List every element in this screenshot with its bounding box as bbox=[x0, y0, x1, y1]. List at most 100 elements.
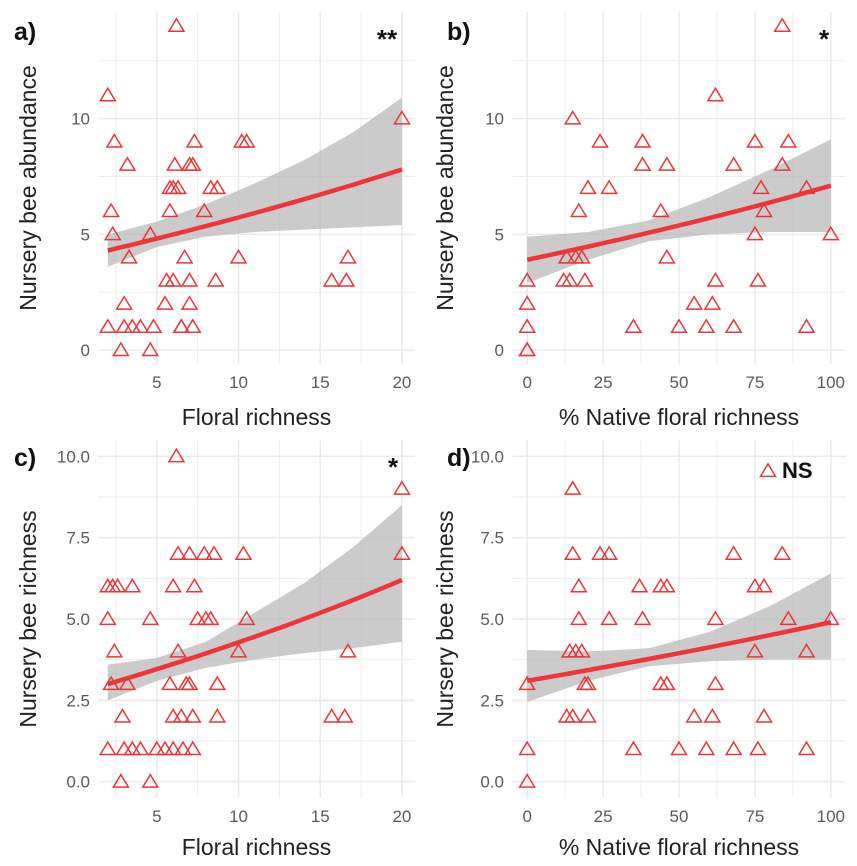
data-point bbox=[630, 577, 649, 593]
data-point bbox=[237, 610, 256, 626]
data-point bbox=[755, 202, 773, 218]
data-point bbox=[123, 577, 142, 593]
data-point bbox=[670, 318, 688, 334]
data-point bbox=[105, 133, 124, 148]
x-tick-label: 25 bbox=[594, 373, 613, 392]
significance-label: * bbox=[819, 24, 830, 54]
data-point bbox=[724, 545, 743, 561]
data-point bbox=[633, 133, 652, 148]
data-point bbox=[118, 156, 137, 171]
data-point bbox=[113, 708, 132, 723]
data-point bbox=[518, 740, 537, 756]
data-point bbox=[779, 133, 798, 148]
data-points bbox=[518, 480, 840, 788]
data-point bbox=[208, 179, 227, 195]
data-point bbox=[339, 642, 357, 658]
data-point bbox=[180, 545, 199, 561]
data-point bbox=[624, 740, 643, 756]
y-tick-label: 5.0 bbox=[480, 610, 504, 629]
data-point bbox=[755, 577, 773, 593]
y-tick-label: 5 bbox=[495, 225, 504, 244]
data-point bbox=[591, 133, 609, 148]
x-tick-label: 75 bbox=[745, 807, 764, 826]
data-point bbox=[393, 545, 411, 561]
data-point bbox=[339, 248, 357, 264]
data-point bbox=[205, 545, 223, 561]
data-point bbox=[563, 480, 582, 495]
data-point bbox=[98, 86, 117, 102]
y-axis-title: Nursery bee richness bbox=[432, 510, 458, 727]
data-point bbox=[183, 318, 202, 334]
x-tick-label: 10 bbox=[229, 373, 248, 392]
data-point bbox=[98, 318, 117, 334]
confidence-band bbox=[107, 97, 402, 267]
data-point bbox=[518, 272, 537, 287]
data-point bbox=[591, 545, 609, 561]
data-point bbox=[779, 610, 798, 626]
data-point bbox=[167, 447, 186, 463]
data-point bbox=[208, 675, 227, 691]
data-point bbox=[576, 272, 594, 287]
x-tick-label: 25 bbox=[594, 807, 613, 826]
x-tick-label: 75 bbox=[745, 373, 764, 392]
data-point bbox=[518, 773, 537, 788]
data-point bbox=[118, 675, 137, 691]
data-point bbox=[174, 740, 192, 756]
data-point bbox=[185, 133, 204, 148]
y-tick-label: 0.0 bbox=[480, 773, 504, 792]
data-point bbox=[112, 341, 130, 357]
data-point bbox=[746, 577, 764, 593]
data-point bbox=[706, 272, 725, 287]
y-tick-label: 0 bbox=[81, 341, 90, 360]
data-point bbox=[183, 708, 202, 723]
data-point bbox=[103, 225, 122, 241]
data-point bbox=[180, 675, 199, 691]
data-point bbox=[141, 773, 160, 788]
data-point bbox=[560, 272, 579, 287]
data-point bbox=[183, 740, 202, 756]
y-tick-label: 7.5 bbox=[66, 529, 90, 548]
data-point bbox=[749, 272, 767, 287]
x-tick-label: 50 bbox=[670, 807, 689, 826]
data-point bbox=[685, 708, 704, 723]
data-point bbox=[102, 202, 120, 218]
gridlines bbox=[98, 440, 415, 798]
data-point bbox=[108, 577, 127, 593]
data-point bbox=[563, 109, 582, 125]
data-point bbox=[115, 295, 133, 310]
data-point bbox=[131, 740, 150, 756]
data-point bbox=[703, 295, 722, 310]
data-point bbox=[175, 248, 194, 264]
y-tick-label: 10.0 bbox=[471, 447, 504, 466]
data-point bbox=[105, 642, 124, 658]
data-point bbox=[563, 545, 582, 561]
y-tick-label: 10.0 bbox=[57, 447, 90, 466]
y-tick-label: 10 bbox=[485, 110, 504, 129]
data-point bbox=[658, 577, 676, 593]
data-point bbox=[658, 675, 676, 691]
data-point bbox=[180, 295, 199, 310]
data-point bbox=[518, 295, 537, 310]
data-point bbox=[201, 610, 220, 626]
data-point bbox=[569, 577, 588, 593]
data-point bbox=[141, 610, 160, 626]
x-tick-label: 10 bbox=[229, 807, 248, 826]
data-point bbox=[773, 545, 792, 561]
x-tick-label: 20 bbox=[392, 373, 411, 392]
data-point bbox=[797, 318, 816, 334]
y-tick-label: 5 bbox=[81, 225, 90, 244]
data-point bbox=[658, 156, 676, 171]
panel-1: 5 10 15 20 0 5 10 Floral richness Nursery bee ab… bbox=[14, 12, 415, 430]
data-point bbox=[112, 773, 130, 788]
data-point bbox=[773, 156, 792, 171]
data-point bbox=[746, 133, 764, 148]
data-point bbox=[167, 17, 186, 32]
y-tick-label: 2.5 bbox=[480, 691, 504, 710]
regression-line bbox=[107, 577, 403, 687]
data-point bbox=[633, 610, 652, 626]
data-point bbox=[797, 740, 816, 756]
panel-label: a) bbox=[14, 18, 36, 46]
data-point bbox=[183, 156, 202, 171]
data-point bbox=[600, 179, 618, 195]
data-point bbox=[195, 545, 214, 561]
